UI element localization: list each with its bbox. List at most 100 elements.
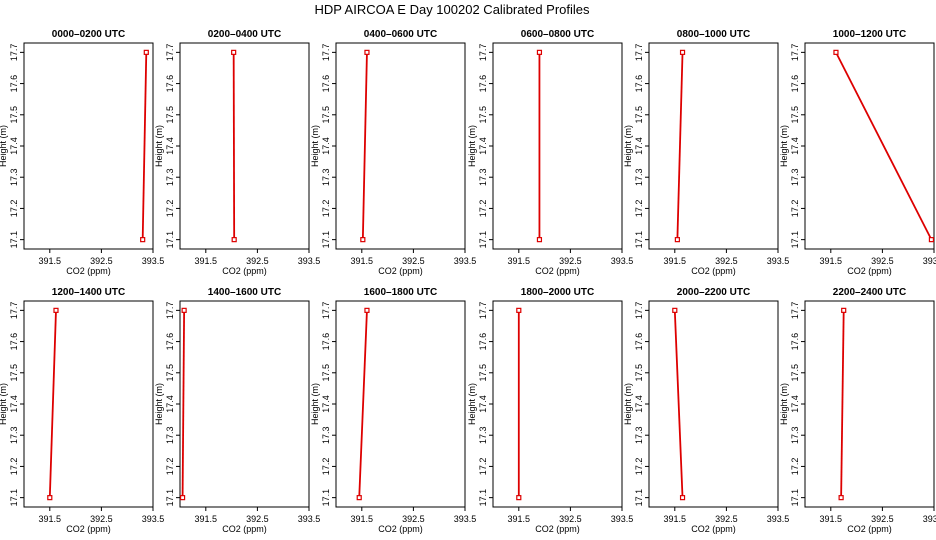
data-point — [360, 237, 366, 243]
y-tick-label: 17.7 — [790, 44, 800, 62]
panel-title: 0600–0800 UTC — [521, 29, 594, 40]
y-tick-label: 17.1 — [790, 489, 800, 507]
y-tick-label: 17.4 — [478, 395, 488, 413]
panel-title: 0400–0600 UTC — [364, 29, 437, 40]
profile-line — [181, 310, 186, 498]
y-tick-label: 17.5 — [478, 364, 488, 382]
panel-9: 1600–1800 UTC 391.5 392.5 393.5 CO2 (ppm) 17.… — [310, 287, 476, 534]
profile-line — [358, 310, 368, 498]
x-tick-label: 391.5 — [508, 256, 531, 266]
x-tick-label: 392.5 — [871, 256, 894, 266]
panel-11: 2000–2200 UTC 391.5 392.5 393.5 CO2 (ppm) 17.… — [623, 287, 789, 534]
panel-grid: 0000–0200 UTC 391.5 392.5 393.5 CO2 (ppm) 17.… — [0, 29, 936, 534]
plot-frame — [492, 300, 623, 508]
x-tick-label: 392.5 — [715, 514, 738, 524]
y-axis-label: Height (m) — [154, 125, 164, 167]
panel-title: 0000–0200 UTC — [52, 29, 125, 40]
y-tick-label: 17.3 — [478, 168, 488, 186]
plot-frame — [335, 42, 466, 250]
data-point — [181, 307, 187, 313]
y-tick-label: 17.5 — [634, 106, 644, 124]
x-tick-label: 391.5 — [39, 256, 62, 266]
y-tick-label: 17.5 — [321, 106, 331, 124]
panel-5: 0800–1000 UTC 391.5 392.5 393.5 CO2 (ppm) 17.… — [623, 29, 789, 276]
x-tick-label: 393.5 — [923, 514, 936, 524]
panel-12: 2200–2400 UTC 391.5 392.5 393.5 CO2 (ppm) 17.… — [779, 287, 936, 534]
data-point — [679, 495, 686, 501]
x-tick-label: 393.5 — [454, 514, 477, 524]
y-tick-label: 17.1 — [165, 489, 175, 507]
y-tick-label: 17.3 — [165, 168, 175, 186]
y-tick-label: 17.5 — [790, 364, 800, 382]
x-tick-label: 392.5 — [246, 514, 269, 524]
data-point — [231, 237, 237, 243]
data-point — [364, 307, 370, 313]
x-axis-label: CO2 (ppm) — [847, 524, 892, 534]
profile-line — [48, 310, 57, 498]
plot-frame — [492, 42, 623, 250]
x-tick-label: 391.5 — [39, 514, 62, 524]
y-tick-label: 17.2 — [478, 458, 488, 476]
x-tick-label: 393.5 — [142, 256, 165, 266]
y-tick-label: 17.3 — [790, 168, 800, 186]
y-tick-label: 17.1 — [165, 231, 175, 249]
y-axis-label: Height (m) — [310, 125, 320, 167]
y-tick-label: 17.2 — [165, 458, 175, 476]
y-axis-label: Height (m) — [779, 383, 789, 425]
y-tick-label: 17.4 — [321, 395, 331, 413]
plot-frame — [804, 42, 935, 250]
y-tick-label: 17.6 — [321, 333, 331, 351]
x-tick-label: 392.5 — [559, 256, 582, 266]
y-tick-label: 17.5 — [165, 364, 175, 382]
panel-title: 1600–1800 UTC — [364, 287, 437, 298]
y-tick-label: 17.5 — [478, 106, 488, 124]
x-tick-label: 393.5 — [298, 514, 321, 524]
profile-line — [676, 52, 684, 240]
panel-8: 1400–1600 UTC 391.5 392.5 393.5 CO2 (ppm) 17.… — [154, 287, 320, 534]
plot-frame — [179, 300, 310, 508]
plot-frame — [648, 300, 779, 508]
y-tick-label: 17.6 — [321, 75, 331, 93]
data-point — [536, 49, 543, 55]
y-tick-label: 17.1 — [9, 231, 19, 249]
profile-line — [232, 52, 236, 240]
x-tick-label: 392.5 — [715, 256, 738, 266]
panel-title: 1400–1600 UTC — [208, 287, 281, 298]
plot-frame — [179, 42, 310, 250]
y-tick-label: 17.2 — [790, 200, 800, 218]
x-tick-label: 393.5 — [611, 256, 634, 266]
y-tick-label: 17.5 — [321, 364, 331, 382]
y-tick-label: 17.6 — [478, 333, 488, 351]
plot-frame — [648, 42, 779, 250]
y-tick-label: 17.3 — [9, 426, 19, 444]
figure-title: HDP AIRCOA E Day 100202 Calibrated Profi… — [314, 2, 590, 17]
x-axis-label: CO2 (ppm) — [847, 266, 892, 276]
y-tick-label: 17.6 — [634, 75, 644, 93]
x-tick-label: 393.5 — [767, 256, 790, 266]
x-tick-label: 393.5 — [454, 256, 477, 266]
y-tick-label: 17.1 — [478, 489, 488, 507]
x-tick-label: 391.5 — [351, 514, 374, 524]
data-point — [841, 307, 847, 313]
y-tick-label: 17.7 — [321, 44, 331, 62]
data-point — [516, 307, 522, 313]
panel-1: 0000–0200 UTC 391.5 392.5 393.5 CO2 (ppm) 17.… — [0, 29, 164, 276]
y-tick-label: 17.1 — [634, 231, 644, 249]
data-point — [53, 307, 59, 313]
y-tick-label: 17.6 — [790, 75, 800, 93]
panel-title: 1200–1400 UTC — [52, 287, 125, 298]
y-tick-label: 17.7 — [790, 302, 800, 320]
y-tick-label: 17.3 — [478, 426, 488, 444]
y-tick-label: 17.3 — [790, 426, 800, 444]
panel-title: 1800–2000 UTC — [521, 287, 594, 298]
y-tick-label: 17.5 — [790, 106, 800, 124]
y-tick-label: 17.4 — [321, 137, 331, 155]
y-tick-label: 17.2 — [790, 458, 800, 476]
data-point — [672, 307, 678, 313]
x-tick-label: 393.5 — [923, 256, 936, 266]
profile-line — [673, 310, 684, 498]
y-tick-label: 17.2 — [9, 200, 19, 218]
y-tick-label: 17.7 — [634, 44, 644, 62]
panel-title: 2200–2400 UTC — [833, 287, 906, 298]
data-point — [364, 49, 370, 55]
